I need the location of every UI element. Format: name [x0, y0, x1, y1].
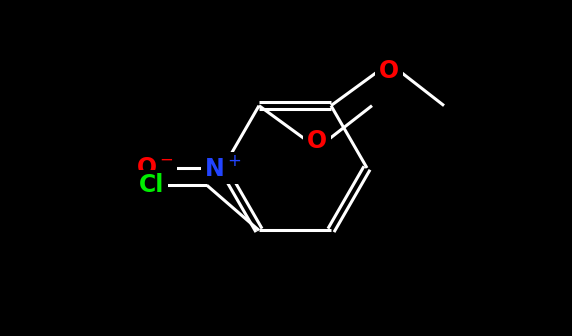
Text: N$^+$: N$^+$ — [204, 156, 242, 180]
Text: O: O — [379, 59, 399, 83]
Text: O$^-$: O$^-$ — [136, 156, 174, 180]
Text: Cl: Cl — [140, 173, 165, 197]
Text: O: O — [307, 129, 327, 153]
